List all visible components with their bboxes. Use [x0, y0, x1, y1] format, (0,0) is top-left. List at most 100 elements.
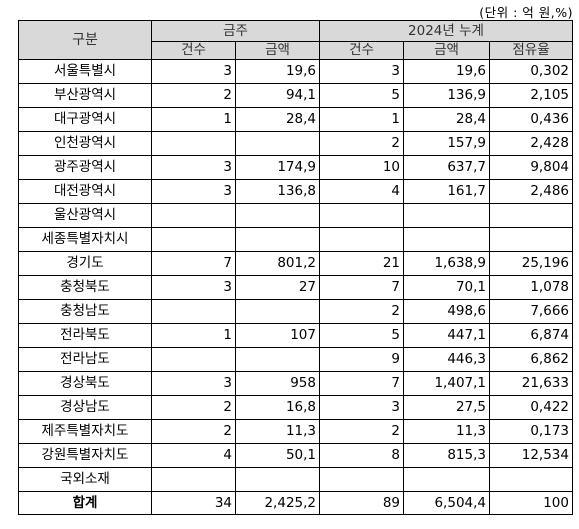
cumulative-amount-cell: [403, 467, 490, 492]
share-cell: 9,804: [489, 155, 573, 180]
share-cell: [489, 467, 573, 492]
weekly-amount-cell: 19,6: [235, 59, 320, 84]
weekly-count-cell: 7: [151, 251, 236, 276]
weekly-amount-cell: 801,2: [235, 251, 320, 276]
region-cell: 인천광역시: [18, 131, 152, 156]
share-cell: 1,078: [489, 275, 573, 300]
cumulative-amount-cell: 27,5: [403, 395, 490, 420]
weekly-amount-cell: 94,1: [235, 83, 320, 108]
share-cell: [489, 203, 573, 228]
total-cumulative-amount: 6,504,4: [403, 491, 490, 515]
cumulative-count-cell: 7: [319, 275, 404, 300]
region-cell: 울산광역시: [18, 203, 152, 228]
region-cell: 충청남도: [18, 299, 152, 324]
share-cell: 0,173: [489, 419, 573, 444]
cumulative-count-cell: 4: [319, 179, 404, 204]
header-weekly: 금주: [151, 20, 320, 42]
cumulative-count-cell: 5: [319, 83, 404, 108]
cumulative-count-cell: 2: [319, 419, 404, 444]
table-row: 전라남도 9 446,3 6,862: [18, 347, 573, 372]
total-cumulative-count: 89: [319, 491, 404, 515]
unit-note: (단위 : 억 원,%): [479, 5, 573, 20]
weekly-count-cell: 3: [151, 155, 236, 180]
table-row: 강원특별자치도 4 50,1 8 815,3 12,534: [18, 443, 573, 468]
weekly-count-cell: [151, 347, 236, 372]
weekly-amount-cell: [235, 299, 320, 324]
cumulative-count-cell: [319, 203, 404, 228]
weekly-count-cell: [151, 227, 236, 252]
share-cell: 6,874: [489, 323, 573, 348]
weekly-count-cell: [151, 467, 236, 492]
cumulative-amount-cell: 161,7: [403, 179, 490, 204]
table-row: 부산광역시 2 94,1 5 136,9 2,105: [18, 83, 573, 108]
weekly-amount-cell: 958: [235, 371, 320, 396]
table-row: 인천광역시 2 157,9 2,428: [18, 131, 573, 156]
cumulative-count-cell: 10: [319, 155, 404, 180]
cumulative-amount-cell: 815,3: [403, 443, 490, 468]
cumulative-amount-cell: 70,1: [403, 275, 490, 300]
total-weekly-amount: 2,425,2: [235, 491, 320, 515]
cumulative-count-cell: 7: [319, 371, 404, 396]
region-cell: 전라남도: [18, 347, 152, 372]
cumulative-amount-cell: 19,6: [403, 59, 490, 84]
weekly-count-cell: [151, 299, 236, 324]
share-cell: 0,422: [489, 395, 573, 420]
cumulative-count-cell: [319, 227, 404, 252]
share-cell: 25,196: [489, 251, 573, 276]
weekly-amount-cell: [235, 467, 320, 492]
table-row: 광주광역시 3 174,9 10 637,7 9,804: [18, 155, 573, 180]
weekly-amount-cell: 136,8: [235, 179, 320, 204]
table-row: 충청남도 2 498,6 7,666: [18, 299, 573, 324]
weekly-amount-cell: [235, 131, 320, 156]
weekly-count-cell: [151, 131, 236, 156]
table-row: 울산광역시: [18, 203, 573, 228]
cumulative-count-cell: 21: [319, 251, 404, 276]
weekly-count-cell: [151, 203, 236, 228]
table-row: 경상북도 3 958 7 1,407,1 21,633: [18, 371, 573, 396]
total-label: 합계: [18, 491, 152, 515]
table-row: 세종특별자치시: [18, 227, 573, 252]
total-share: 100: [489, 491, 573, 515]
cumulative-count-cell: 9: [319, 347, 404, 372]
header-cumulative: 2024년 누계: [319, 20, 573, 42]
weekly-amount-cell: 27: [235, 275, 320, 300]
region-cell: 국외소재: [18, 467, 152, 492]
cumulative-count-cell: 1: [319, 107, 404, 132]
cumulative-amount-cell: 446,3: [403, 347, 490, 372]
weekly-amount-cell: 174,9: [235, 155, 320, 180]
weekly-amount-cell: 16,8: [235, 395, 320, 420]
cumulative-count-cell: 3: [319, 395, 404, 420]
share-cell: 12,534: [489, 443, 573, 468]
region-cell: 부산광역시: [18, 83, 152, 108]
weekly-amount-cell: 28,4: [235, 107, 320, 132]
region-cell: 강원특별자치도: [18, 443, 152, 468]
cumulative-count-cell: 5: [319, 323, 404, 348]
share-cell: 0,436: [489, 107, 573, 132]
cumulative-amount-cell: 157,9: [403, 131, 490, 156]
region-cell: 광주광역시: [18, 155, 152, 180]
share-cell: [489, 227, 573, 252]
share-cell: 2,486: [489, 179, 573, 204]
table-row: 국외소재: [18, 467, 573, 492]
table-row: 대구광역시 1 28,4 1 28,4 0,436: [18, 107, 573, 132]
cumulative-amount-cell: 11,3: [403, 419, 490, 444]
weekly-amount-cell: [235, 227, 320, 252]
cumulative-count-cell: 8: [319, 443, 404, 468]
cumulative-amount-cell: 136,9: [403, 83, 490, 108]
cumulative-count-cell: 2: [319, 131, 404, 156]
region-cell: 전라북도: [18, 323, 152, 348]
region-stats-table: 구분 금주 2024년 누계 건수 금액 건수 금액 점유율 서울특별시 3 19,…: [18, 20, 573, 515]
region-cell: 경기도: [18, 251, 152, 276]
cumulative-amount-cell: 28,4: [403, 107, 490, 132]
share-cell: 0,302: [489, 59, 573, 84]
table-row: 경상남도 2 16,8 3 27,5 0,422: [18, 395, 573, 420]
table-row: 경기도 7 801,2 21 1,638,9 25,196: [18, 251, 573, 276]
table-row: 전라북도 1 107 5 447,1 6,874: [18, 323, 573, 348]
weekly-count-cell: 1: [151, 107, 236, 132]
cumulative-amount-cell: [403, 227, 490, 252]
share-cell: 7,666: [489, 299, 573, 324]
weekly-count-cell: 3: [151, 275, 236, 300]
header-weekly-amount: 금액: [235, 41, 320, 60]
cumulative-amount-cell: 637,7: [403, 155, 490, 180]
share-cell: 21,633: [489, 371, 573, 396]
